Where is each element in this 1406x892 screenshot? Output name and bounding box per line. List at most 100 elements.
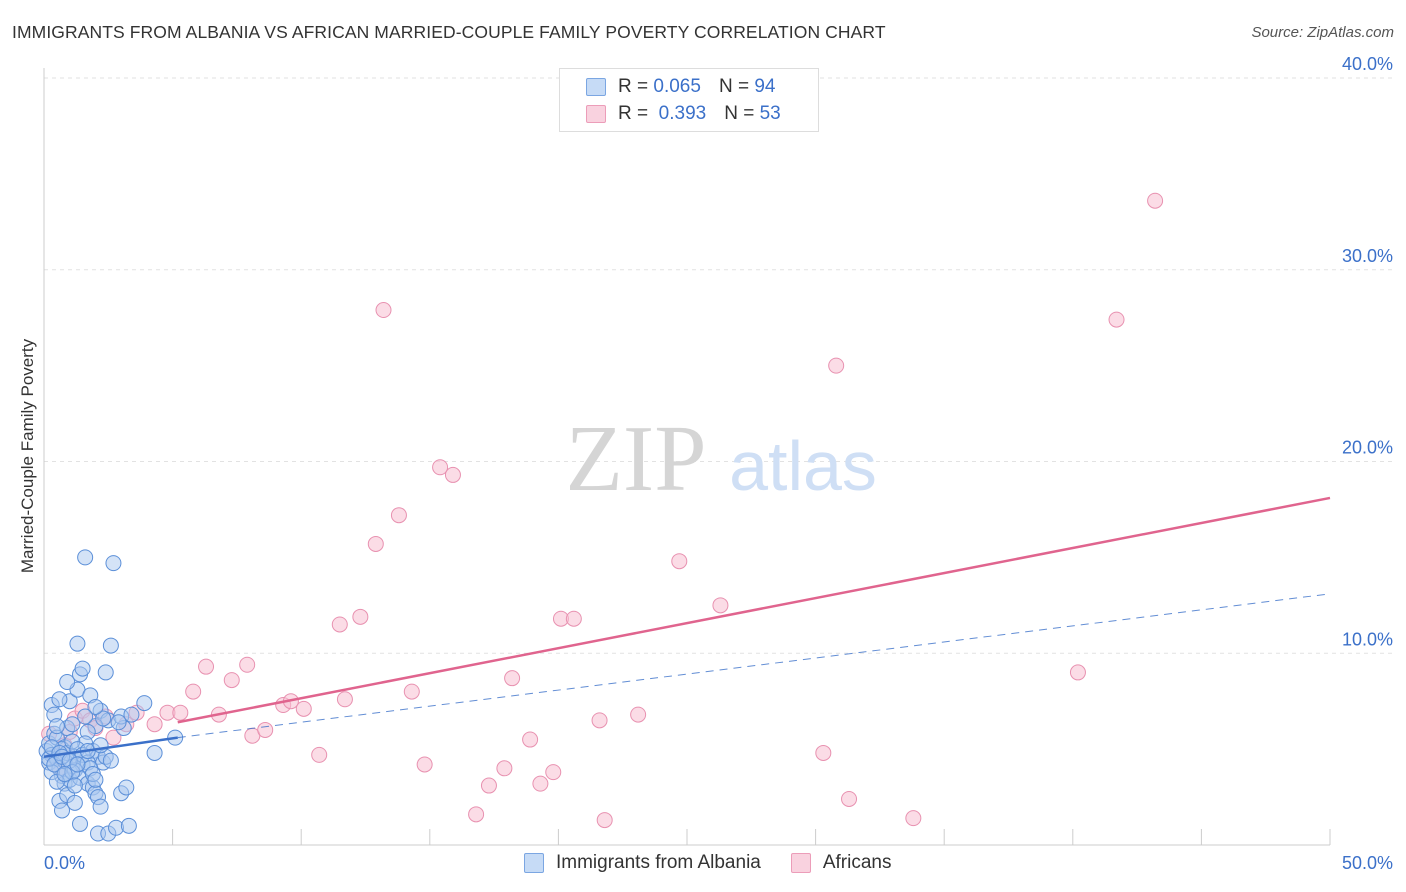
africans-point: [172, 704, 189, 721]
x-tick-label: 0.0%: [44, 853, 85, 873]
albania-point: [77, 549, 94, 566]
albania-trend-extension: [177, 593, 1331, 739]
albania-point: [77, 708, 94, 725]
y-tick-label: 40.0%: [1342, 54, 1393, 74]
africans-point: [331, 616, 348, 633]
legend-r-value: 0.393: [658, 103, 707, 124]
albania-point: [120, 817, 137, 834]
albania-point: [54, 802, 71, 819]
africans-point: [185, 683, 202, 700]
trendlines: [43, 496, 1331, 759]
africans-point: [432, 459, 449, 476]
legend-r-label: R =: [618, 76, 649, 97]
albania-point: [69, 635, 86, 652]
y-tick-label: 20.0%: [1342, 438, 1393, 458]
africans-point: [295, 700, 312, 717]
legend-swatch-africans: [586, 105, 606, 123]
albania-point: [102, 752, 119, 769]
axes: [43, 68, 1331, 846]
source-label: Source: ZipAtlas.com: [1251, 24, 1394, 41]
albania-point: [87, 698, 104, 715]
africans-point: [444, 466, 461, 483]
africans-point: [596, 812, 613, 829]
africans-point: [1147, 192, 1164, 209]
africans-point: [565, 610, 582, 627]
albania-point: [118, 779, 135, 796]
legend-n-value: 53: [759, 103, 781, 124]
watermark-atlas: atlas: [729, 427, 877, 505]
albania-point: [110, 714, 127, 731]
albania-point: [72, 815, 89, 832]
africans-point: [257, 721, 274, 738]
africans-point: [630, 706, 647, 723]
africans-point: [352, 608, 369, 625]
africans-point: [480, 777, 497, 794]
africans-point: [815, 744, 832, 761]
x-tick-label: 50.0%: [1342, 853, 1393, 873]
africans-point: [239, 656, 256, 673]
africans-point: [1108, 311, 1125, 328]
legend-n-label: N =: [718, 76, 750, 97]
africans-point: [468, 806, 485, 823]
legend-swatch-africans: [790, 853, 811, 873]
legend-n-label: N =: [724, 103, 755, 124]
albania-point: [102, 637, 119, 654]
legend-item-africans[interactable]: Africans: [790, 852, 892, 874]
albania-point: [51, 691, 68, 708]
y-tick-label: 10.0%: [1342, 629, 1393, 649]
africans-point: [545, 764, 562, 781]
africans-point: [390, 507, 407, 524]
africans-point: [671, 553, 688, 570]
albania-point: [146, 744, 163, 761]
albania-point: [123, 706, 140, 723]
africans-point: [367, 535, 384, 552]
albania-point: [66, 794, 83, 811]
albania-point: [48, 718, 65, 735]
africans-trendline: [177, 496, 1331, 724]
legend-swatch-albania: [524, 853, 544, 873]
africans-point: [146, 716, 163, 733]
africans-point: [712, 597, 729, 614]
albania-point: [105, 555, 122, 572]
albania-point: [92, 798, 109, 815]
watermark-zip: ZIP: [566, 407, 707, 511]
chart-title: IMMIGRANTS FROM ALBANIA VS AFRICAN MARRI…: [12, 22, 886, 42]
albania-trendline: [43, 736, 178, 759]
albania-points: [38, 549, 184, 842]
albania-point: [95, 710, 112, 727]
africans-point: [841, 790, 858, 807]
albania-point: [59, 674, 76, 691]
africans-point: [504, 670, 521, 687]
albania-point: [136, 695, 153, 712]
africans-point: [828, 357, 845, 374]
series-legend: Immigrants from Albania Africans: [524, 852, 922, 874]
legend-label-albania: Immigrants from Albania: [556, 852, 761, 873]
legend-n-value: 94: [754, 76, 776, 97]
albania-point: [69, 756, 86, 773]
albania-point: [87, 771, 104, 788]
africans-point: [311, 746, 328, 763]
watermark: ZIP atlas: [566, 407, 877, 511]
albania-point: [64, 716, 81, 733]
albania-point: [97, 664, 114, 681]
legend-item-albania[interactable]: Immigrants from Albania: [524, 852, 761, 874]
africans-point: [522, 731, 539, 748]
africans-point: [1069, 664, 1086, 681]
legend-r-value: 0.065: [653, 76, 701, 97]
legend-row-albania: R = 0.065 N = 94: [586, 75, 775, 99]
africans-point: [532, 775, 549, 792]
africans-point: [375, 302, 392, 319]
stats-legend: R = 0.065 N = 94 R = 0.393 N = 53: [559, 68, 819, 132]
africans-point: [198, 658, 215, 675]
legend-r-label: R =: [618, 103, 649, 124]
africans-point: [496, 760, 513, 777]
africans-point: [336, 691, 353, 708]
africans-point: [223, 672, 240, 689]
africans-point: [403, 683, 420, 700]
albania-point: [74, 660, 91, 677]
albania-point: [66, 777, 83, 794]
albania-point: [56, 766, 73, 783]
africans-point: [591, 712, 608, 729]
y-tick-label: 30.0%: [1342, 246, 1393, 266]
